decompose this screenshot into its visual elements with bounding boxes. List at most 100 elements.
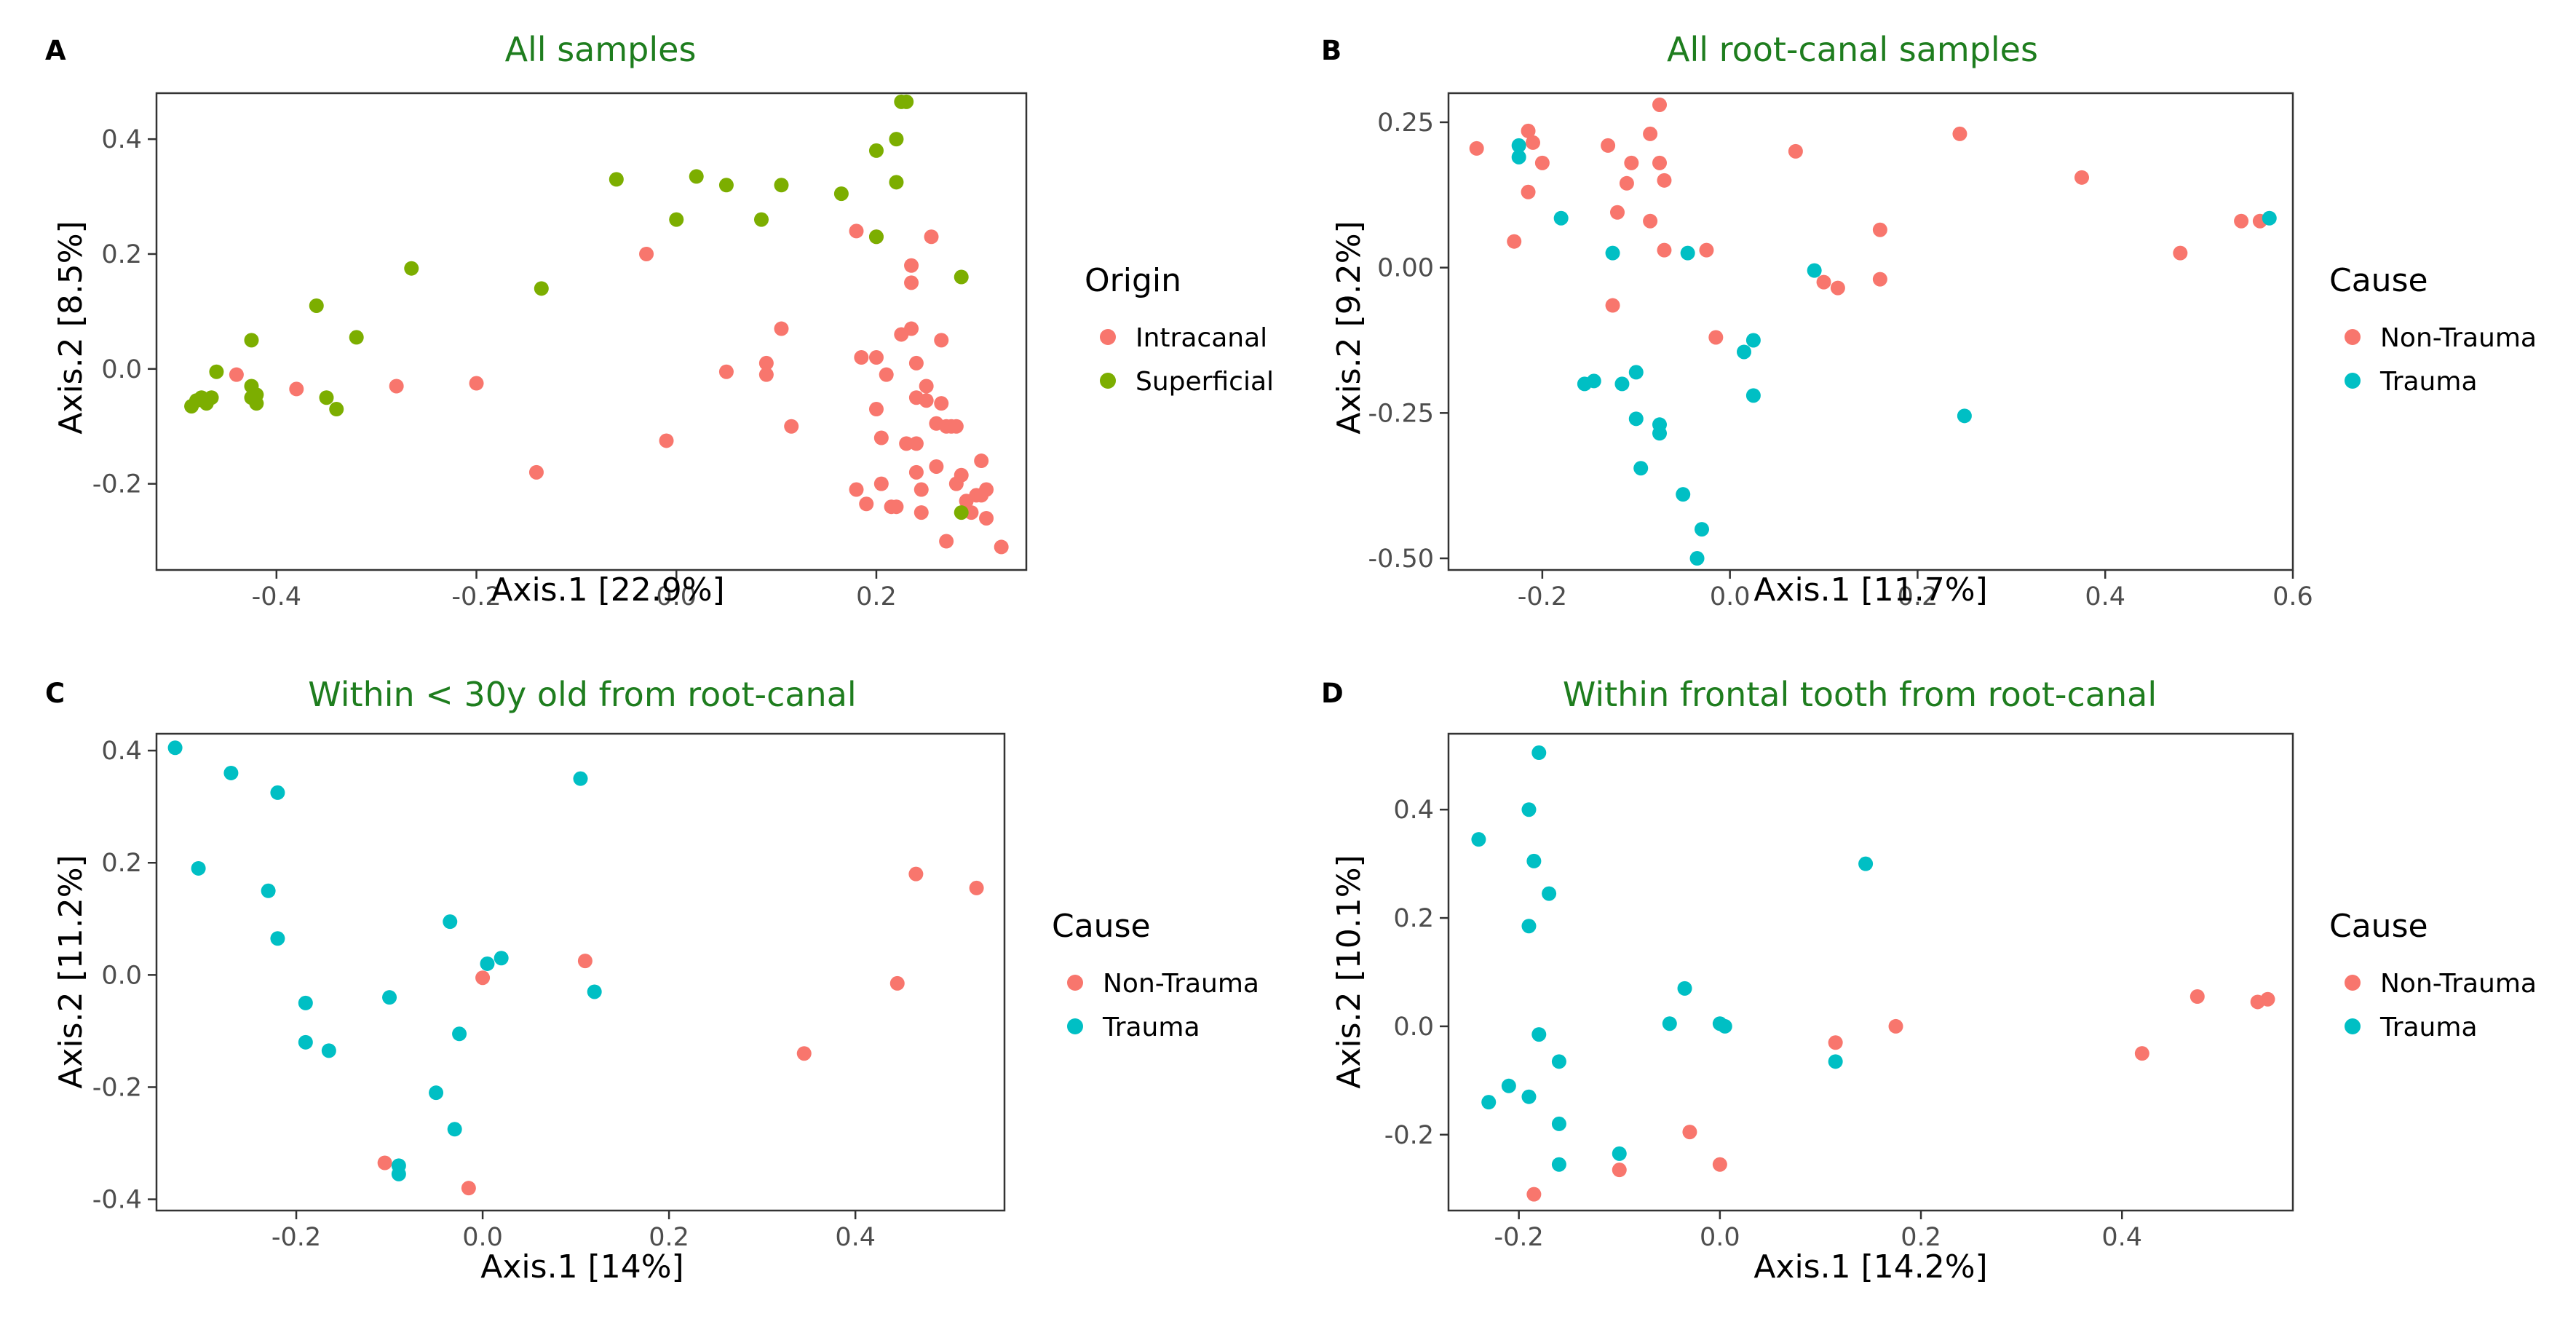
data-point — [209, 364, 224, 379]
data-point — [889, 975, 905, 991]
data-point — [391, 1166, 406, 1181]
series-trauma — [1471, 745, 1874, 1172]
data-point — [929, 459, 944, 474]
legend-label: Non-Trauma — [2380, 323, 2537, 353]
legend-key — [1100, 329, 1116, 345]
data-point — [718, 178, 734, 193]
panel-title: All root-canal samples — [1667, 30, 2038, 69]
plot-frame — [155, 92, 1028, 571]
data-point — [1680, 245, 1695, 261]
data-point — [321, 1043, 336, 1058]
data-point — [1830, 280, 1845, 296]
data-point — [270, 931, 285, 946]
data-point — [964, 505, 979, 520]
y-tick-label: 0.2 — [1393, 904, 1434, 933]
data-point — [1807, 263, 1822, 278]
data-point — [1507, 234, 1522, 249]
data-point — [1657, 173, 1672, 188]
data-point — [382, 990, 397, 1005]
data-point — [1628, 365, 1644, 380]
panel-d: D Within frontal tooth from root-canal -0.… — [1321, 675, 2537, 1286]
data-point — [1816, 274, 1831, 290]
panel-letter: B — [1321, 35, 1341, 66]
data-point — [1586, 373, 1601, 389]
data-point — [309, 298, 324, 313]
legend-label: Non-Trauma — [2380, 969, 2537, 999]
data-point — [1652, 426, 1667, 441]
x-tick-label: 0.0 — [462, 1223, 503, 1252]
data-point — [261, 883, 276, 898]
data-point — [899, 436, 914, 451]
x-tick-label: -0.2 — [1518, 582, 1567, 611]
data-point — [754, 212, 769, 227]
data-point — [223, 765, 239, 780]
data-point — [229, 367, 244, 382]
data-point — [1662, 1016, 1677, 1031]
y-tick-label: 0.4 — [1393, 796, 1434, 825]
y-tick-label: -0.25 — [1368, 399, 1434, 428]
data-point — [669, 212, 684, 227]
data-point — [475, 970, 491, 986]
legend-key — [1100, 373, 1116, 389]
x-tick-label: 0.0 — [1700, 1223, 1740, 1252]
data-point — [833, 186, 849, 202]
data-point — [1521, 919, 1537, 934]
panel-letter: C — [45, 678, 65, 709]
series-non-trauma — [377, 866, 984, 1196]
data-point — [270, 785, 285, 800]
x-tick-label: -0.2 — [1494, 1223, 1544, 1252]
data-point — [849, 223, 864, 239]
legend-key — [1067, 1018, 1083, 1034]
data-point — [1526, 1187, 1542, 1202]
data-point — [1677, 981, 1692, 996]
panel-title: All samples — [505, 30, 697, 69]
data-point — [796, 1046, 812, 1061]
data-point — [1633, 461, 1649, 476]
data-point — [1652, 97, 1667, 112]
data-point — [1888, 1018, 1903, 1034]
y-tick-label: 0.0 — [101, 961, 142, 990]
panel-letter: D — [1321, 678, 1344, 709]
legend: Cause Non-Trauma Trauma — [2329, 262, 2537, 397]
data-point — [494, 951, 509, 966]
data-point — [1712, 1157, 1727, 1172]
data-point — [298, 995, 313, 1010]
data-point — [1682, 1125, 1697, 1140]
series-trauma — [167, 740, 602, 1181]
legend: Cause Non-Trauma Trauma — [2329, 908, 2537, 1042]
x-axis-title: Axis.1 [11.7%] — [1753, 571, 1987, 609]
data-point — [191, 860, 206, 876]
panel-a: A All samples -0.4 -0.2 0.0 0.2 -0.2 0.0 0.2 0.4 A… — [45, 30, 1274, 611]
series-superficial — [184, 94, 969, 520]
data-point — [904, 258, 919, 273]
y-tick-label: -0.2 — [1384, 1121, 1434, 1150]
data-point — [914, 482, 929, 497]
data-point — [889, 175, 904, 190]
x-tick-label: -0.4 — [252, 582, 301, 611]
data-point — [1531, 745, 1547, 761]
panel-title: Within < 30y old from root-canal — [308, 675, 856, 714]
data-point — [1601, 138, 1616, 153]
data-point — [908, 355, 924, 371]
y-axis-title: Axis.2 [9.2%] — [1331, 221, 1368, 434]
y-tick-label: 0.2 — [101, 849, 142, 878]
x-tick-label: -0.2 — [272, 1223, 321, 1252]
data-point — [349, 330, 364, 345]
data-point — [1471, 832, 1486, 847]
y-tick-label: 0.00 — [1377, 254, 1434, 283]
legend-label: Trauma — [2379, 367, 2478, 397]
data-point — [389, 379, 404, 394]
data-point — [447, 1122, 462, 1137]
data-point — [1708, 330, 1724, 345]
data-point — [1501, 1078, 1516, 1093]
data-point — [899, 94, 914, 109]
y-tick-label: 0.0 — [1393, 1013, 1434, 1042]
data-point — [319, 390, 334, 405]
data-point — [1872, 222, 1887, 237]
data-point — [1737, 344, 1751, 360]
data-point — [329, 402, 344, 417]
x-tick-label: 0.0 — [656, 582, 697, 611]
y-axis-title: Axis.2 [10.1%] — [1331, 855, 1368, 1088]
x-tick-label: 0.2 — [649, 1223, 689, 1252]
